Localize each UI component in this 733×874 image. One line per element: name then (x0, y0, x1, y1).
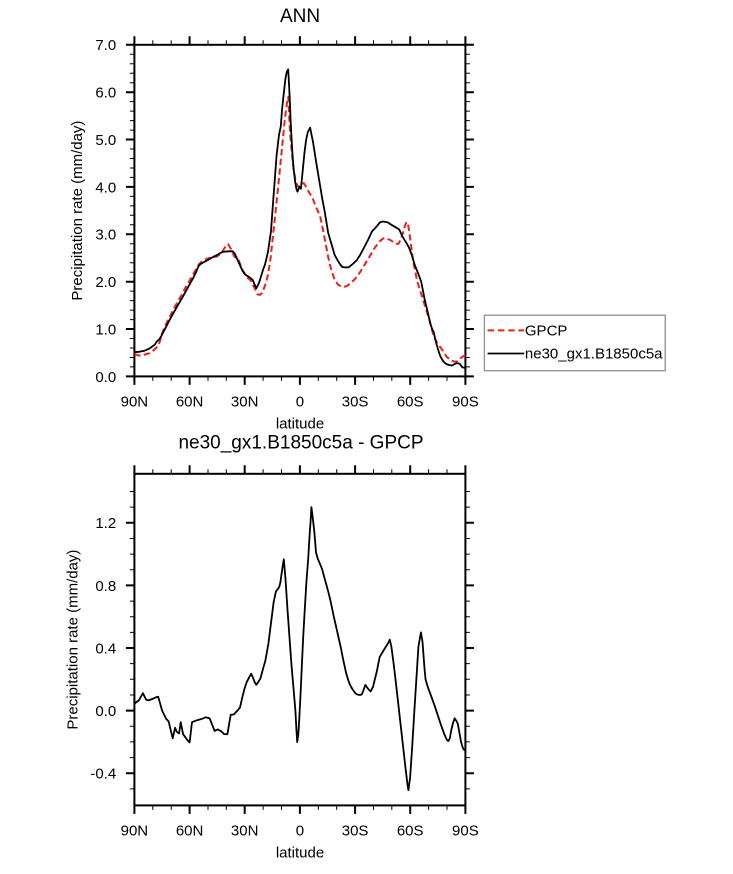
svg-text:latitude: latitude (276, 845, 324, 862)
svg-text:60N: 60N (176, 822, 204, 839)
svg-text:3.0: 3.0 (95, 227, 116, 244)
svg-text:ne30_gx1.B1850c5a: ne30_gx1.B1850c5a (525, 346, 663, 363)
svg-text:30N: 30N (231, 393, 259, 410)
svg-text:90S: 90S (452, 822, 479, 839)
svg-text:4.0: 4.0 (95, 179, 116, 196)
svg-text:5.0: 5.0 (95, 132, 116, 149)
svg-text:GPCP: GPCP (525, 323, 568, 340)
svg-text:1.2: 1.2 (95, 515, 116, 532)
svg-text:-0.4: -0.4 (90, 766, 116, 783)
svg-text:0.8: 0.8 (95, 578, 116, 595)
svg-text:7.0: 7.0 (95, 37, 116, 54)
svg-text:2.0: 2.0 (95, 274, 116, 291)
svg-text:90N: 90N (121, 393, 149, 410)
svg-text:0: 0 (296, 822, 304, 839)
svg-text:30S: 30S (342, 393, 369, 410)
svg-text:0.0: 0.0 (95, 703, 116, 720)
svg-text:60N: 60N (176, 393, 204, 410)
svg-text:30N: 30N (231, 822, 259, 839)
svg-text:90S: 90S (452, 393, 479, 410)
svg-text:ANN: ANN (280, 6, 320, 27)
svg-text:0: 0 (296, 393, 304, 410)
svg-text:Precipitation rate (mm/day): Precipitation rate (mm/day) (69, 121, 86, 301)
svg-text:0.0: 0.0 (95, 369, 116, 386)
svg-text:90N: 90N (121, 822, 149, 839)
svg-text:ne30_gx1.B1850c5a - GPCP: ne30_gx1.B1850c5a - GPCP (178, 432, 423, 453)
svg-text:6.0: 6.0 (95, 85, 116, 102)
svg-text:0.4: 0.4 (95, 640, 116, 657)
svg-text:60S: 60S (397, 393, 424, 410)
svg-text:1.0: 1.0 (95, 321, 116, 338)
svg-text:60S: 60S (397, 822, 424, 839)
svg-text:latitude: latitude (276, 416, 324, 433)
svg-text:Precipitation rate (mm/day): Precipitation rate (mm/day) (65, 550, 82, 730)
svg-text:30S: 30S (342, 822, 369, 839)
